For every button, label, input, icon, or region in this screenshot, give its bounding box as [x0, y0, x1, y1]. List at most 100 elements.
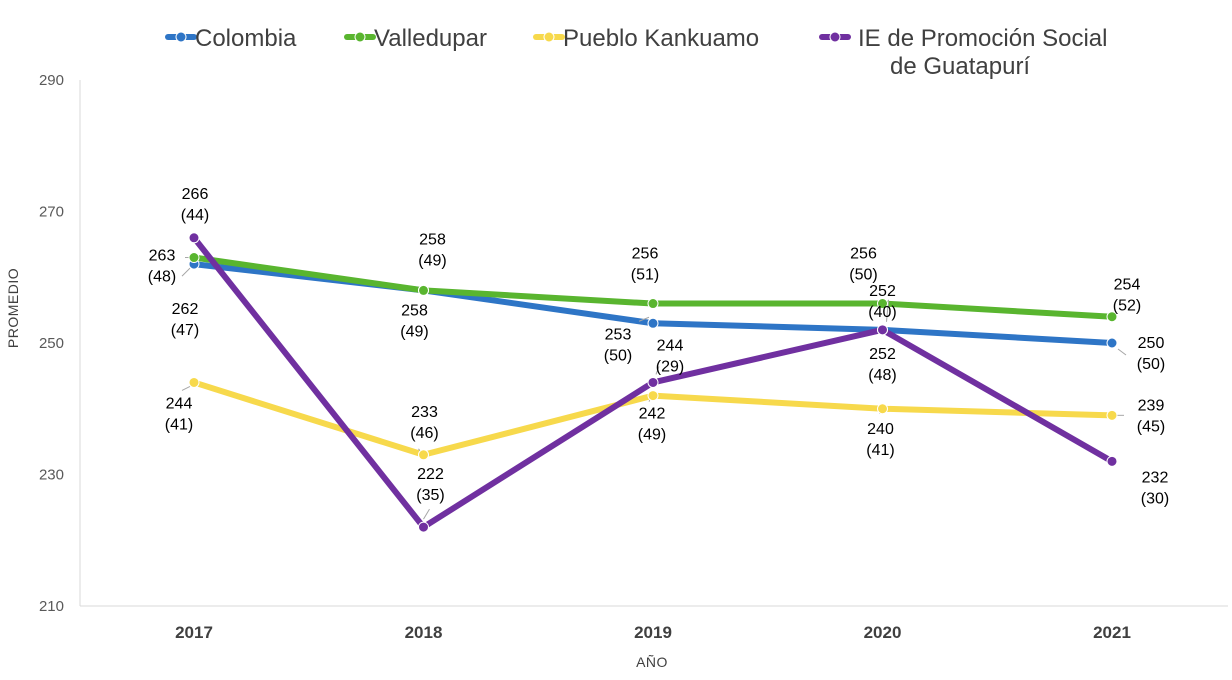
data-label-value: 256: [632, 246, 659, 263]
data-label-value: 239: [1138, 397, 1165, 414]
legend-label: IE de Promoción Social: [858, 25, 1107, 52]
legend-label: de Guatapurí: [890, 53, 1030, 80]
data-label: 258 (49): [400, 302, 428, 340]
data-label: 263 (48): [148, 248, 176, 286]
data-label: 239 (45): [1137, 397, 1165, 435]
data-label-value: 240: [867, 421, 894, 438]
data-label-value: 256: [850, 246, 877, 263]
data-label: 244 (41): [165, 395, 193, 433]
legend-swatch-marker: [543, 31, 555, 43]
data-label-count: (40): [868, 304, 896, 321]
y-tick-label: 210: [39, 598, 64, 615]
data-label-count: (47): [171, 322, 199, 339]
data-point: [188, 232, 200, 244]
data-label-count: (50): [604, 347, 632, 364]
x-axis-title: AÑO: [636, 654, 668, 670]
label-leader-line: [1117, 348, 1127, 356]
data-point: [188, 376, 200, 388]
data-point: [647, 376, 659, 388]
data-label-count: (49): [638, 427, 666, 444]
data-point: [877, 403, 888, 415]
legend-swatch-marker: [175, 31, 187, 43]
data-label: 244 (29): [656, 337, 684, 375]
data-label-count: (49): [418, 252, 446, 269]
data-label-count: (35): [416, 487, 444, 504]
data-label-value: 244: [166, 395, 193, 412]
data-point: [1106, 409, 1118, 421]
data-label-value: 254: [1114, 277, 1141, 294]
data-label: 256 (50): [849, 246, 877, 284]
data-label-value: 262: [172, 301, 199, 318]
data-point: [877, 324, 888, 336]
data-point: [877, 298, 888, 310]
data-label: 256 (51): [631, 246, 659, 284]
x-tick-label: 2019: [634, 623, 672, 642]
data-point: [418, 284, 429, 296]
data-label-value: 244: [657, 337, 684, 354]
data-label-value: 266: [182, 186, 209, 203]
legend-swatch-marker: [354, 31, 366, 43]
data-label-value: 263: [149, 248, 176, 265]
data-label-count: (41): [866, 442, 894, 459]
data-point: [1106, 311, 1118, 323]
y-tick-label: 250: [39, 335, 64, 352]
data-label-count: (45): [1137, 418, 1165, 435]
data-label-value: 232: [1142, 469, 1169, 486]
x-tick-label: 2021: [1093, 623, 1131, 642]
data-labels: 262(47)258(49) 253(50)252(40)250(50)263(4…: [148, 186, 1169, 508]
data-point: [647, 390, 659, 402]
data-label: 240 (41): [866, 421, 894, 459]
data-label-count: (48): [868, 367, 896, 384]
data-label-count: (49): [400, 323, 428, 340]
x-tick-label: 2018: [405, 623, 443, 642]
data-label-count: (50): [849, 267, 877, 284]
data-point: [418, 521, 429, 533]
data-label-count: (29): [656, 358, 684, 375]
series-markers: [188, 232, 1118, 533]
data-label-value: 242: [639, 406, 666, 423]
data-label-count: (48): [148, 269, 176, 286]
label-leader-line: [886, 299, 889, 322]
label-leader-line: [638, 316, 650, 322]
data-label-value: 252: [869, 283, 896, 300]
legend-label: Pueblo Kankuamo: [563, 25, 759, 52]
data-label: 250 (50): [1137, 335, 1165, 373]
x-tick-label: 2017: [175, 623, 213, 642]
label-leader-line: [655, 366, 660, 375]
data-label-value: 253: [605, 326, 632, 343]
legend-swatch-marker: [829, 31, 841, 43]
data-label-value: 258: [419, 231, 446, 248]
data-label: 233 (46): [410, 404, 438, 442]
data-label: 222 (35): [416, 466, 444, 504]
legend-label: Valledupar: [374, 25, 487, 52]
data-label: 252 (40): [868, 283, 896, 321]
tick-labels: 210 230 250 270 290 2017 2018 2019 2020 2021: [39, 72, 1131, 642]
data-label: 252 (48): [868, 346, 896, 384]
legend-label: Colombia: [195, 25, 297, 52]
data-label: 242 (49): [638, 406, 666, 444]
data-label-count: (41): [165, 416, 193, 433]
y-tick-label: 230: [39, 467, 64, 484]
data-label: 254 (52): [1113, 277, 1141, 315]
data-label: 258 (49): [418, 231, 446, 269]
legend-item: Valledupar: [344, 25, 487, 52]
data-point: [418, 449, 429, 461]
data-label-value: 258: [401, 302, 428, 319]
data-label-count: (50): [1137, 356, 1165, 373]
data-label-count: (46): [410, 425, 438, 442]
data-label: 232 (30): [1141, 469, 1169, 507]
label-leader-line: [181, 267, 191, 277]
label-leader-line: [423, 508, 430, 520]
data-label-count: (51): [631, 267, 659, 284]
y-tick-label: 270: [39, 204, 64, 221]
data-label: 266 (44): [181, 186, 209, 224]
label-leader-line: [181, 386, 191, 391]
legend-item: Colombia: [165, 25, 297, 52]
data-point: [188, 252, 200, 264]
data-point: [647, 298, 659, 310]
data-label-value: 233: [411, 404, 438, 421]
data-label-value: 252: [869, 346, 896, 363]
data-point: [647, 317, 659, 329]
